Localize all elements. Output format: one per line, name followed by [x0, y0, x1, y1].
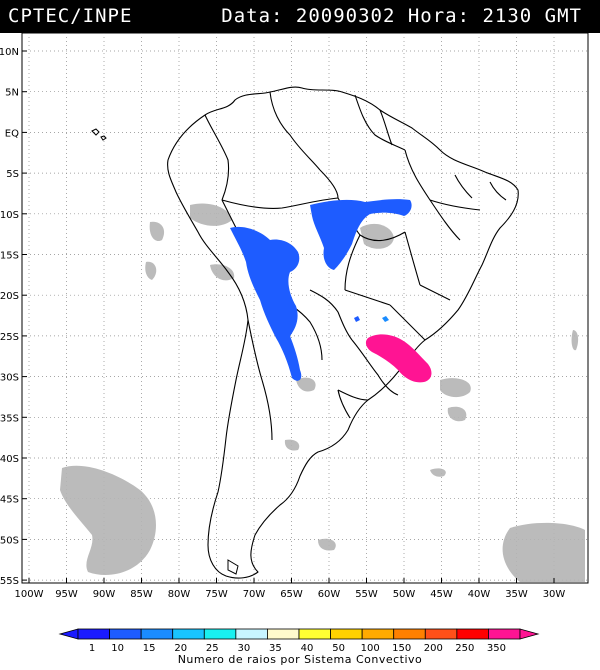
latitude-labels: 10N 5N EQ 5S 10S 15S 20S 25S 30S 35S 40S 45S 50S 55S — [0, 47, 27, 587]
legend-title: Numero de raios por Sistema Convectivo — [177, 653, 423, 666]
lon-label: 95W — [55, 589, 78, 600]
lat-label: 50S — [0, 535, 19, 546]
lon-label: 60W — [318, 589, 341, 600]
lightning-regions — [230, 199, 432, 383]
legend-swatch — [77, 628, 110, 640]
legend-swatch — [488, 628, 521, 640]
lat-label: 25S — [0, 332, 19, 343]
legend-swatch — [424, 628, 458, 640]
legend-swatch — [172, 628, 205, 640]
lat-label: 10N — [0, 47, 19, 58]
header-source: CPTEC/INPE — [8, 5, 133, 27]
lon-label: 80W — [168, 589, 191, 600]
lightning-region-small — [354, 316, 360, 322]
lon-label: 65W — [280, 589, 303, 600]
lat-label: 40S — [0, 454, 19, 465]
header-datetime: Data: 20090302 Hora: 2130 GMT — [221, 5, 582, 27]
lat-label: 30S — [0, 373, 19, 384]
lon-label: 40W — [468, 589, 491, 600]
islands — [91, 128, 239, 575]
lon-label: 90W — [93, 589, 116, 600]
lat-label: 35S — [0, 413, 19, 424]
lon-label: 45W — [430, 589, 453, 600]
lat-label: EQ — [5, 128, 19, 139]
legend-arrow-right — [519, 628, 540, 640]
legend-label: 150 — [392, 643, 411, 654]
lat-label: 5S — [6, 169, 19, 180]
legend-swatch — [140, 628, 174, 640]
legend-swatch — [361, 628, 395, 640]
lightning-region-bolivia — [230, 226, 302, 381]
cloud-cover — [60, 203, 585, 582]
lon-label: 30W — [543, 589, 566, 600]
legend-label: 350 — [487, 643, 506, 654]
lat-label: 15S — [0, 251, 19, 262]
legend-label: 25 — [206, 643, 219, 654]
lon-label: 35W — [505, 589, 528, 600]
lon-label: 70W — [243, 589, 266, 600]
legend-swatch — [298, 628, 331, 640]
legend-swatch — [456, 628, 489, 640]
lat-label: 10S — [0, 210, 19, 221]
lon-label: 85W — [130, 589, 153, 600]
lightning-region-southern-brazil — [365, 334, 432, 383]
legend-labels: 1 10 15 20 25 30 35 40 50 100 150 200 250 350 — [89, 643, 506, 654]
legend-label: 250 — [455, 643, 474, 654]
lon-label: 50W — [393, 589, 416, 600]
lightning-region-mato-grosso — [310, 199, 412, 270]
legend-label: 35 — [269, 643, 282, 654]
legend-label: 100 — [361, 643, 380, 654]
legend-swatch — [109, 628, 142, 640]
legend-label: 10 — [111, 643, 124, 654]
legend-label: 20 — [174, 643, 187, 654]
lat-label: 20S — [0, 291, 19, 302]
longitude-labels: 100W 95W 90W 85W 80W 75W 70W 65W 60W 55W 50W 45W 40W… — [15, 578, 566, 600]
legend-swatch — [330, 628, 363, 640]
legend-label: 15 — [143, 643, 156, 654]
lat-label: 55S — [0, 576, 19, 587]
lat-label: 5N — [5, 88, 19, 99]
legend-label: 200 — [424, 643, 443, 654]
lightning-region-small — [382, 316, 389, 322]
lat-label: 45S — [0, 495, 19, 506]
legend-label: 40 — [301, 643, 314, 654]
legend-swatch — [267, 628, 300, 640]
legend-label: 50 — [332, 643, 345, 654]
legend-arrow-left — [58, 628, 79, 640]
lon-label: 55W — [355, 589, 378, 600]
legend-swatch — [203, 628, 237, 640]
map-header: CPTEC/INPE Data: 20090302 Hora: 2130 GMT — [0, 0, 600, 33]
lon-label: 75W — [205, 589, 228, 600]
legend-label: 30 — [237, 643, 250, 654]
legend-swatch — [235, 628, 268, 640]
legend-label: 1 — [89, 643, 95, 654]
legend-swatch — [393, 628, 426, 640]
legend-colorbar — [58, 628, 540, 640]
lon-label: 100W — [15, 589, 44, 600]
